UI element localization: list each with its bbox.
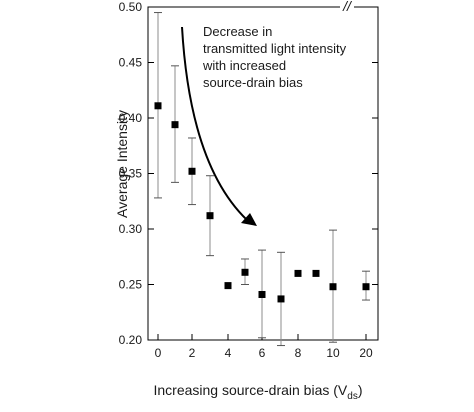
annotation-line-2: transmitted light intensity (203, 41, 347, 56)
data-point (154, 102, 162, 110)
y-axis-ticks: 0.20 0.25 0.30 0.35 0.40 0.45 0.50 (119, 0, 378, 347)
data-point (277, 295, 285, 303)
y-tick-label: 0.30 (119, 222, 143, 236)
data-point (188, 167, 196, 175)
data-point (294, 269, 302, 277)
x-axis-ticks: 0 2 4 6 8 10 20 (155, 334, 373, 360)
x-tick-label: 10 (326, 346, 340, 360)
data-point (171, 121, 179, 129)
y-tick-label: 0.25 (119, 278, 143, 292)
y-axis-label: Average Intensity (114, 110, 130, 218)
annotation-text: Decrease in transmitted light intensity … (202, 24, 350, 90)
axis-break-mark: // (342, 0, 353, 14)
data-point (329, 283, 337, 291)
axis-break-gap (340, 0, 354, 14)
x-tick-label: 4 (225, 346, 232, 360)
x-tick-label: 20 (359, 346, 373, 360)
x-axis-label-main: Increasing source-drain bias (V (154, 382, 348, 398)
data-point (206, 212, 214, 220)
plot-border (147, 6, 379, 341)
annotation-line-4: source-drain bias (203, 75, 303, 90)
data-point (362, 283, 370, 291)
annotation-line-3: with increased (202, 58, 286, 73)
x-axis-label-close: ) (358, 382, 363, 398)
y-tick-label: 0.35 (119, 167, 143, 181)
data-point (241, 268, 249, 276)
plot-frame (147, 6, 379, 341)
y-tick-label: 0.40 (119, 111, 143, 125)
data-point (224, 282, 232, 290)
y-tick-label: 0.50 (119, 0, 143, 14)
annotation-arrow (181, 26, 248, 221)
data-point (312, 269, 320, 277)
x-axis-label: Increasing source-drain bias (Vds) (154, 382, 363, 402)
x-tick-label: 6 (259, 346, 266, 360)
x-tick-label: 8 (295, 346, 302, 360)
y-tick-label: 0.20 (119, 333, 143, 347)
data-points (154, 102, 370, 303)
x-axis-label-sub: ds (347, 391, 358, 402)
y-tick-label: 0.45 (119, 56, 143, 70)
x-tick-label: 2 (189, 346, 196, 360)
x-tick-label: 0 (155, 346, 162, 360)
data-point (258, 290, 266, 298)
annotation-line-1: Decrease in (203, 24, 272, 39)
annotation-arrowhead (241, 213, 257, 226)
